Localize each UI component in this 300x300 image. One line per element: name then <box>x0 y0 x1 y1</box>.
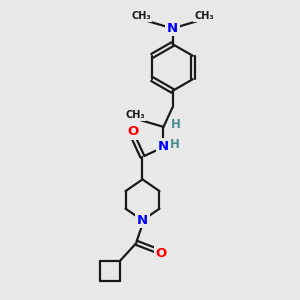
Text: N: N <box>137 214 148 227</box>
Text: N: N <box>158 140 169 153</box>
Text: CH₃: CH₃ <box>194 11 214 21</box>
Text: H: H <box>170 138 180 151</box>
Text: H: H <box>171 118 180 131</box>
Text: O: O <box>127 125 138 139</box>
Text: CH₃: CH₃ <box>131 11 151 21</box>
Text: O: O <box>156 247 167 260</box>
Text: N: N <box>167 22 178 35</box>
Text: CH₃: CH₃ <box>125 110 145 120</box>
